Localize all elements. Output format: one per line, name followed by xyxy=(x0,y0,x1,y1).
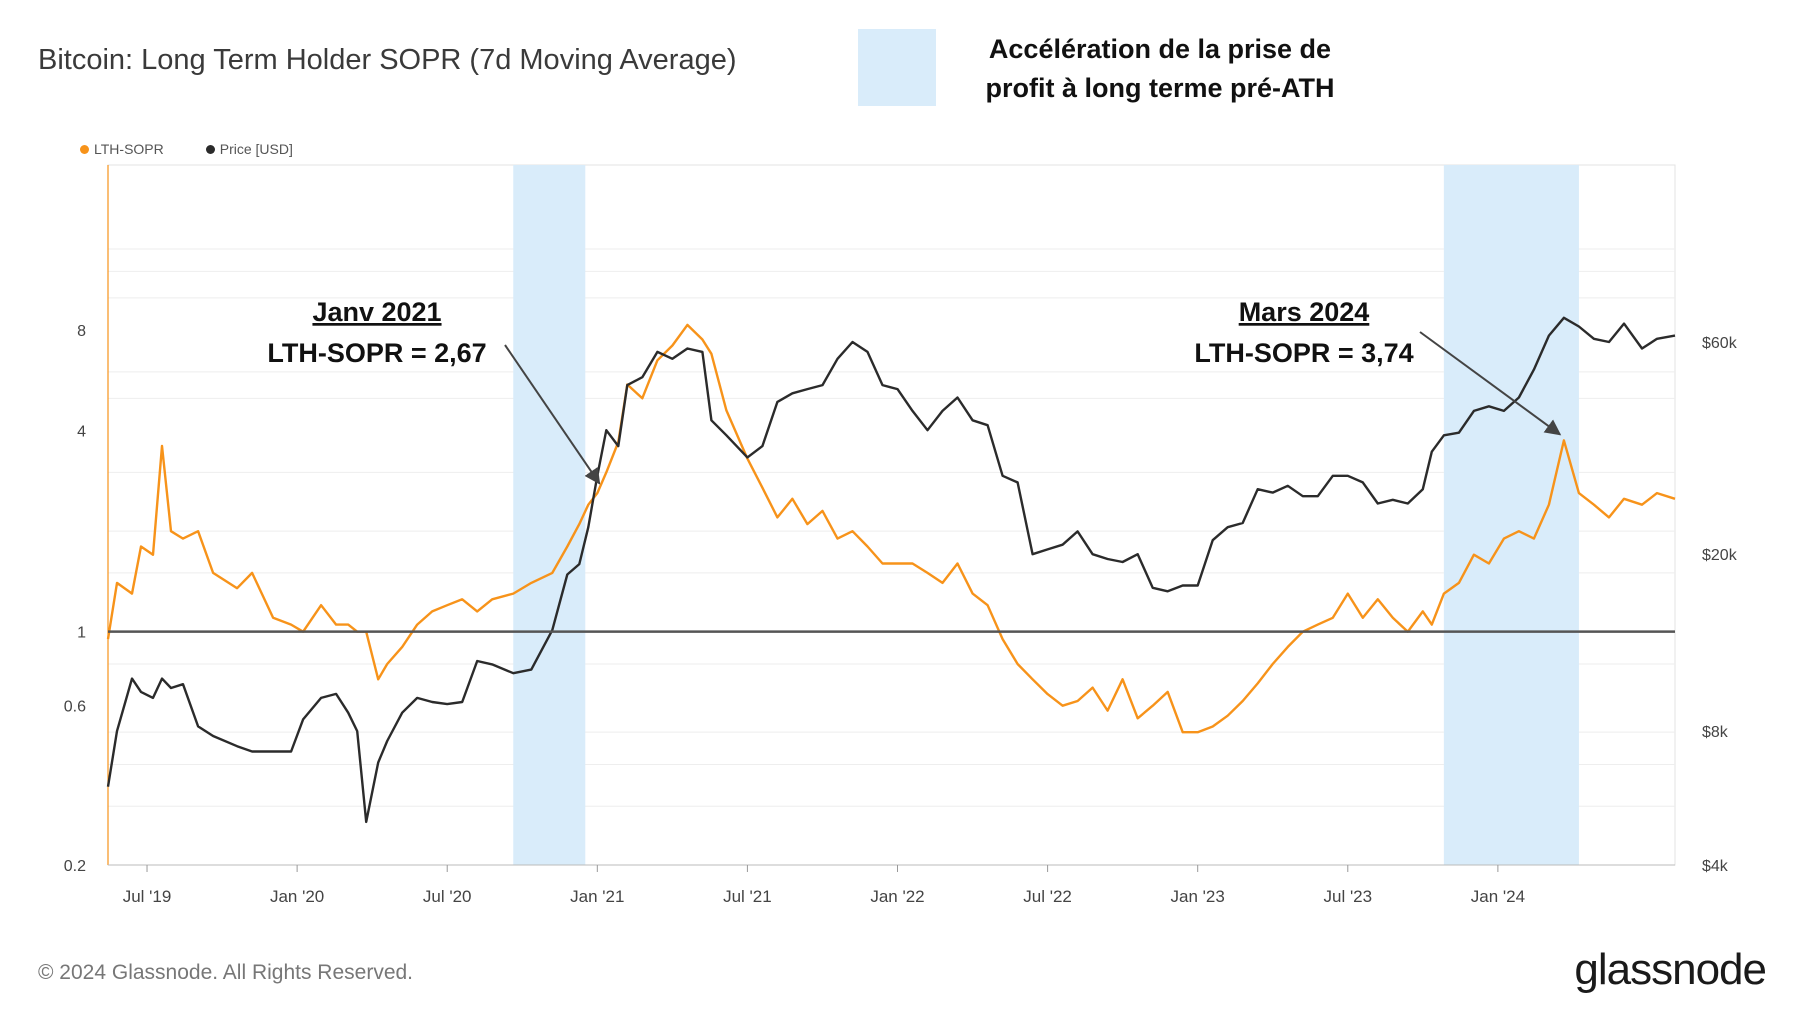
x-tick-label: Jan '24 xyxy=(1471,887,1525,906)
y-right-tick-label: $20k xyxy=(1702,547,1738,564)
chart-title: Bitcoin: Long Term Holder SOPR (7d Movin… xyxy=(38,44,737,76)
highlight-band xyxy=(513,165,586,865)
legend-label-price: Price [USD] xyxy=(219,141,293,157)
annotation-arrow xyxy=(504,344,601,485)
x-tick-label: Jul '20 xyxy=(423,887,472,906)
lth-sopr-dot-icon xyxy=(80,144,89,154)
y-left-tick-label: 8 xyxy=(77,323,86,340)
x-tick-label: Jan '21 xyxy=(570,887,624,906)
y-left-tick-label: 1 xyxy=(77,625,86,642)
x-tick-label: Jul '19 xyxy=(123,887,172,906)
highlight-legend-line1: Accélération de la prise de xyxy=(988,34,1332,64)
legend-label-lth-sopr: LTH-SOPR xyxy=(94,141,164,157)
x-tick-label: Jan '22 xyxy=(870,887,924,906)
price-dot-icon xyxy=(205,144,215,154)
plot-frame xyxy=(107,164,1676,866)
y-left-tick-label: 4 xyxy=(77,424,86,441)
y-right-tick-label: $8k xyxy=(1702,724,1729,741)
glassnode-logo: glassnode xyxy=(1574,945,1767,994)
annotation-arrow xyxy=(1419,331,1562,436)
series-legend: LTH-SOPR Price [USD] xyxy=(80,141,293,157)
x-tick-label: Jul '22 xyxy=(1023,887,1072,906)
y-left-tick-label: 0.6 xyxy=(64,699,86,716)
price-line xyxy=(106,316,1676,824)
x-tick-label: Jul '21 xyxy=(723,887,772,906)
highlight-legend-line2: profit à long terme pré-ATH xyxy=(985,73,1335,103)
y-right-tick-label: $4k xyxy=(1702,858,1729,875)
y-left-tick-label: 0.2 xyxy=(64,858,86,875)
x-tick-label: Jul '23 xyxy=(1323,887,1372,906)
annotation-value: LTH-SOPR = 3,74 xyxy=(1194,338,1413,368)
lth-sopr-line xyxy=(106,323,1676,734)
x-tick-label: Jan '20 xyxy=(270,887,324,906)
copyright-footer: © 2024 Glassnode. All Rights Reserved. xyxy=(38,961,414,984)
x-tick-label: Jan '23 xyxy=(1171,887,1225,906)
annotation-value: LTH-SOPR = 2,67 xyxy=(267,338,486,368)
highlight-legend-swatch xyxy=(858,29,936,106)
annotation-title: Janv 2021 xyxy=(312,297,441,327)
legend-item-lth-sopr[interactable]: LTH-SOPR xyxy=(80,141,164,157)
highlight-legend-text: Accélération de la prise de profit à lon… xyxy=(950,30,1370,108)
highlight-band xyxy=(1443,165,1579,865)
legend-item-price[interactable]: Price [USD] xyxy=(205,141,293,157)
annotation-title: Mars 2024 xyxy=(1239,297,1370,327)
y-right-tick-label: $60k xyxy=(1702,335,1738,352)
